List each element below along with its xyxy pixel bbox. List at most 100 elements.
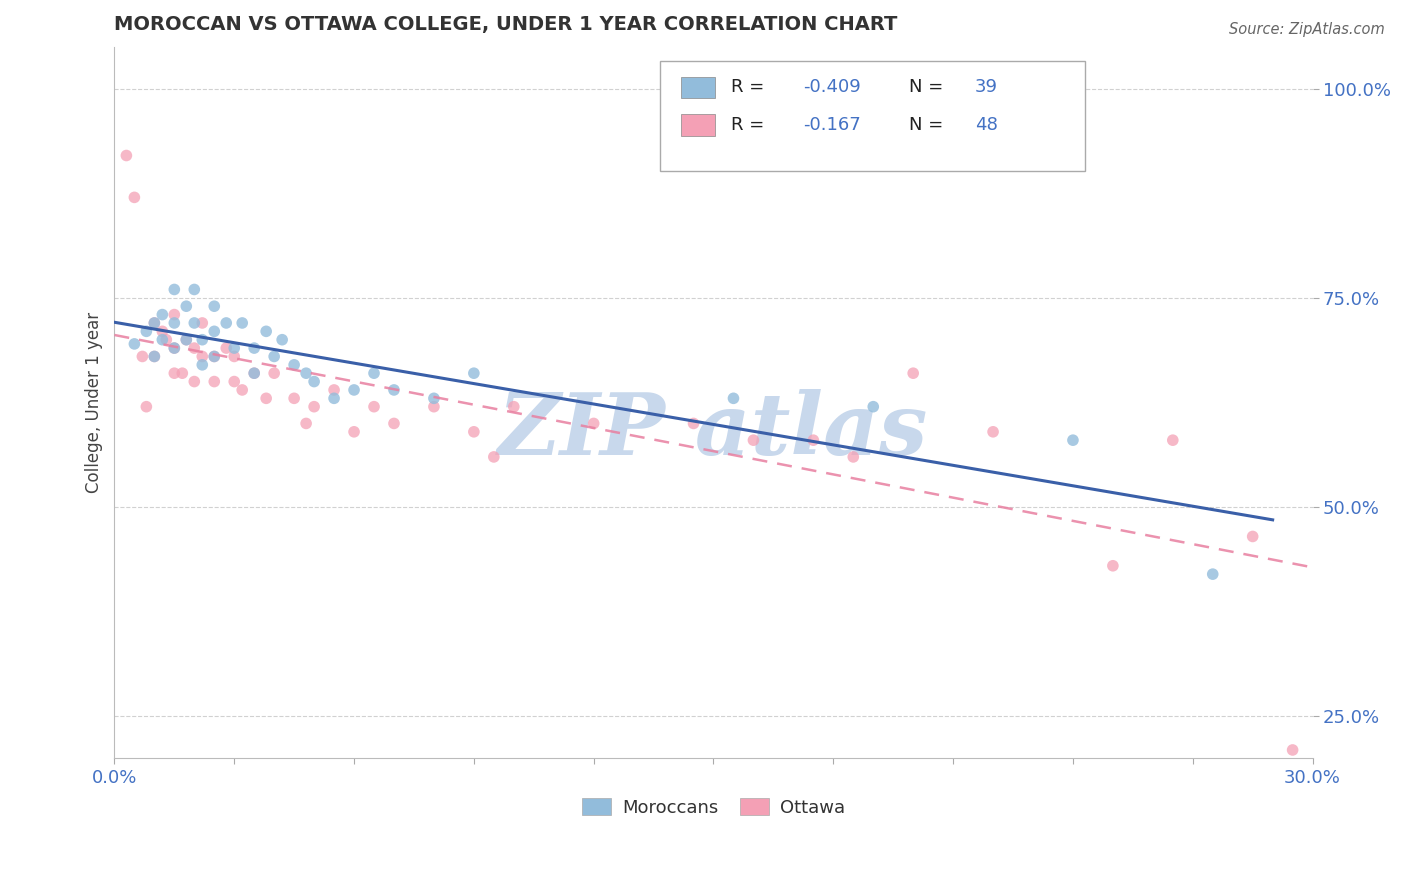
Text: MOROCCAN VS OTTAWA COLLEGE, UNDER 1 YEAR CORRELATION CHART: MOROCCAN VS OTTAWA COLLEGE, UNDER 1 YEAR… (114, 15, 898, 34)
Point (143, 316, 166, 330)
Point (801, 433, 824, 447)
Point (124, 190, 146, 204)
Point (901, 366, 924, 380)
Point (363, 366, 385, 380)
Point (215, 316, 238, 330)
Point (155, 333, 177, 347)
Text: N =: N = (908, 116, 949, 134)
Text: N =: N = (908, 78, 949, 96)
Point (423, 392, 446, 406)
Text: -0.409: -0.409 (803, 78, 860, 96)
Point (176, 333, 198, 347)
Point (1102, 558, 1125, 573)
Point (202, 299, 225, 313)
Point (463, 366, 485, 380)
Point (283, 358, 305, 372)
Point (183, 316, 205, 330)
Point (682, 417, 704, 431)
Point (191, 316, 214, 330)
Point (163, 283, 186, 297)
Point (1161, 433, 1184, 447)
Point (302, 375, 325, 389)
Point (1202, 567, 1225, 582)
Point (254, 324, 277, 338)
Point (176, 333, 198, 347)
Point (295, 417, 318, 431)
Point (163, 341, 186, 355)
Point (163, 366, 186, 380)
Text: R =: R = (731, 78, 770, 96)
Point (143, 316, 166, 330)
Point (382, 383, 405, 397)
Point (202, 375, 225, 389)
Point (143, 350, 166, 364)
Text: ZIP atlas: ZIP atlas (498, 389, 929, 473)
Point (271, 333, 294, 347)
Point (862, 400, 884, 414)
Point (231, 383, 253, 397)
Point (183, 375, 205, 389)
Point (343, 383, 366, 397)
Point (243, 341, 266, 355)
Point (263, 350, 285, 364)
Point (131, 350, 153, 364)
Point (482, 450, 505, 464)
Point (135, 324, 157, 338)
Point (302, 400, 325, 414)
Point (323, 383, 346, 397)
Point (742, 433, 765, 447)
Text: R =: R = (731, 116, 770, 134)
Point (115, 148, 138, 162)
Point (135, 400, 157, 414)
Point (163, 308, 186, 322)
Point (723, 392, 745, 406)
Point (150, 333, 173, 347)
Point (981, 425, 1004, 439)
Point (343, 425, 366, 439)
Point (124, 337, 146, 351)
Text: -0.167: -0.167 (803, 116, 860, 134)
Point (224, 350, 246, 364)
Point (183, 341, 205, 355)
Point (143, 350, 166, 364)
Point (582, 417, 605, 431)
Point (254, 392, 277, 406)
Point (231, 316, 253, 330)
Point (215, 341, 238, 355)
Point (1062, 433, 1084, 447)
Y-axis label: College, Under 1 year: College, Under 1 year (86, 312, 103, 493)
Point (172, 366, 194, 380)
Point (463, 425, 485, 439)
Point (202, 350, 225, 364)
Point (163, 341, 186, 355)
Text: Source: ZipAtlas.com: Source: ZipAtlas.com (1229, 22, 1385, 37)
Point (150, 308, 173, 322)
Point (224, 341, 246, 355)
Point (295, 366, 318, 380)
Point (183, 283, 205, 297)
FancyBboxPatch shape (681, 77, 714, 98)
Point (502, 400, 524, 414)
Point (202, 350, 225, 364)
Point (191, 333, 214, 347)
Point (423, 400, 446, 414)
Point (202, 324, 225, 338)
Point (224, 375, 246, 389)
Point (150, 324, 173, 338)
Point (191, 358, 214, 372)
FancyBboxPatch shape (659, 61, 1085, 171)
FancyBboxPatch shape (681, 114, 714, 136)
Point (842, 450, 865, 464)
Text: 39: 39 (974, 78, 998, 96)
Point (382, 417, 405, 431)
Point (323, 392, 346, 406)
Point (1281, 743, 1303, 757)
Point (243, 366, 266, 380)
Point (243, 366, 266, 380)
Point (176, 299, 198, 313)
Point (263, 366, 285, 380)
Point (191, 350, 214, 364)
Legend: Moroccans, Ottawa: Moroccans, Ottawa (582, 798, 845, 817)
Point (283, 392, 305, 406)
Point (163, 316, 186, 330)
